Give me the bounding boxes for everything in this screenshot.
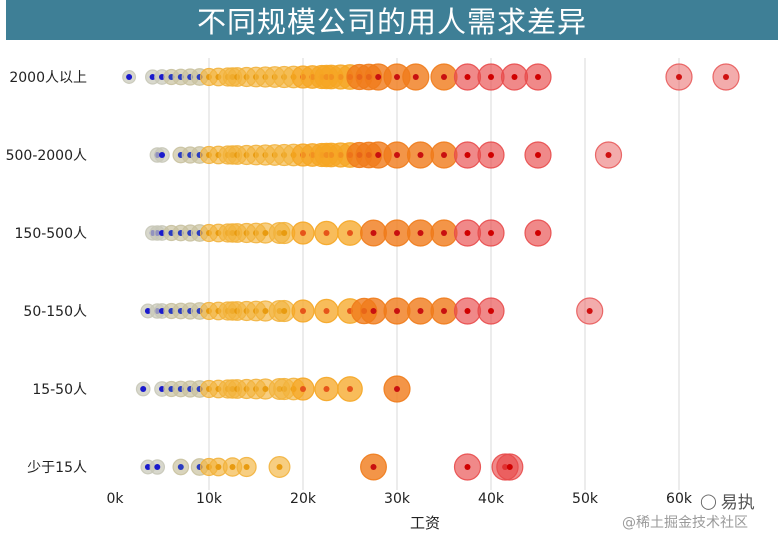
data-point-center <box>412 74 419 80</box>
data-point-center <box>300 308 306 314</box>
data-point-center <box>323 308 330 314</box>
data-point-center <box>488 74 494 80</box>
y-category-label: 少于15人 <box>27 460 87 476</box>
data-point-center <box>300 386 306 392</box>
data-point-center <box>586 308 593 314</box>
data-point-center <box>144 464 151 470</box>
x-tick-label: 20k <box>290 491 317 507</box>
watermark-site: @稀土掘金技术社区 <box>622 515 748 531</box>
x-tick-label: 10k <box>196 491 223 507</box>
y-category-label: 150-500人 <box>15 226 88 242</box>
data-point-center <box>144 308 151 314</box>
data-point-center <box>394 230 400 236</box>
data-point-center <box>229 464 236 470</box>
data-point-center <box>488 152 494 158</box>
data-point-center <box>464 464 471 470</box>
data-point-center <box>347 230 353 236</box>
data-point-center <box>370 464 377 470</box>
data-point-center <box>370 230 377 236</box>
watermark-brand: ◯ 易执 <box>700 488 755 514</box>
data-point-center <box>535 230 541 236</box>
data-point-center <box>441 230 447 236</box>
data-point-center <box>215 464 222 470</box>
x-tick-label: 50k <box>572 491 599 507</box>
data-points <box>122 63 740 481</box>
data-point-center <box>370 308 377 314</box>
data-point-center <box>535 152 541 158</box>
wechat-icon: ◯ <box>700 491 717 510</box>
data-point-center <box>262 308 269 314</box>
data-point-center <box>464 152 471 158</box>
data-point-center <box>488 308 494 314</box>
x-tick-label: 40k <box>478 491 505 507</box>
data-point-center <box>441 308 447 314</box>
data-point-center <box>323 230 330 236</box>
data-point-center <box>323 386 330 392</box>
data-point-center <box>281 308 288 314</box>
data-point-center <box>394 74 400 80</box>
x-axis-label: 工资 <box>410 514 440 532</box>
data-point-center <box>506 464 513 470</box>
data-point-center <box>177 464 184 470</box>
data-point-center <box>535 74 541 80</box>
data-point-center <box>417 308 424 314</box>
y-category-label: 500-2000人 <box>6 148 87 164</box>
data-point-center <box>605 152 612 158</box>
chart-title: 不同规模公司的用人需求差异 <box>196 5 587 39</box>
data-point-center <box>511 74 518 80</box>
data-point-center <box>159 152 165 158</box>
data-point-center <box>375 152 382 158</box>
y-category-label: 50-150人 <box>23 304 87 320</box>
data-point-center <box>464 308 471 314</box>
data-point-center <box>441 74 447 80</box>
data-point-center <box>276 464 283 470</box>
data-point-center <box>126 74 133 80</box>
grid-lines <box>208 58 680 490</box>
data-point-center <box>723 74 729 80</box>
data-point-center <box>464 230 471 236</box>
data-point-center <box>243 464 250 470</box>
chart-title-bar: 不同规模公司的用人需求差异 <box>6 0 778 40</box>
y-category-label: 15-50人 <box>32 382 87 398</box>
data-point-center <box>375 74 382 80</box>
data-point-center <box>441 152 447 158</box>
data-point-center <box>488 230 494 236</box>
data-point-center <box>394 386 400 392</box>
data-point-center <box>149 74 156 80</box>
data-point-center <box>262 386 269 392</box>
x-tick-label: 30k <box>384 491 411 507</box>
y-category-label: 2000人以上 <box>9 70 87 86</box>
x-tick-label: 60k <box>666 491 693 507</box>
x-tick-label: 0k <box>106 491 124 507</box>
data-point-center <box>281 230 288 236</box>
data-point-center <box>417 152 424 158</box>
data-point-center <box>464 74 471 80</box>
data-point-center <box>262 230 269 236</box>
data-point-center <box>417 230 424 236</box>
data-point-center <box>676 74 682 80</box>
axis-labels: 0k 10k 20k 30k 40k 50k 60k 工资 2000人以上 500-2000人 15… <box>6 70 693 532</box>
data-point-center <box>140 386 147 392</box>
data-point-center <box>154 464 161 470</box>
data-point-center <box>394 308 400 314</box>
data-point-center <box>300 230 306 236</box>
watermark-brand-text: 易执 <box>720 493 755 513</box>
data-point-center <box>347 386 353 392</box>
data-point-center <box>394 152 400 158</box>
